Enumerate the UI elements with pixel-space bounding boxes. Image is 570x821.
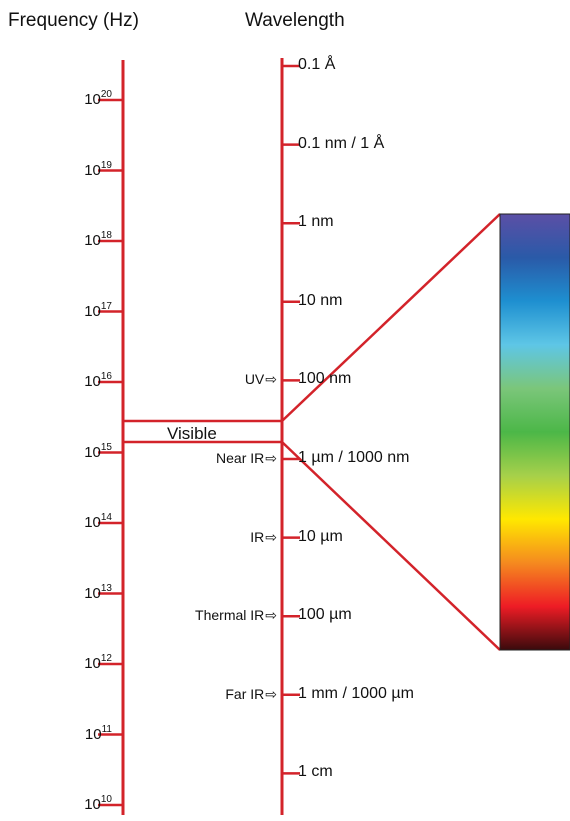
- frequency-axis-title: Frequency (Hz): [8, 10, 139, 31]
- wavelength-tick-label: 0.1 nm / 1 Å: [298, 134, 385, 152]
- frequency-tick-label: 1015: [84, 441, 112, 461]
- right-arrow-icon: ⇨: [265, 371, 277, 388]
- wavelength-tick-label: 1 nm: [298, 213, 334, 231]
- wavelength-tick-label: 1 cm: [298, 763, 333, 781]
- band-label-thermal-ir: Thermal IR⇨: [195, 607, 277, 624]
- right-arrow-icon: ⇨: [265, 450, 277, 466]
- band-label-far-ir: Far IR⇨: [225, 685, 277, 702]
- spectrum-projection-top: [281, 213, 501, 422]
- wavelength-tick-label: 10 µm: [298, 527, 343, 545]
- right-arrow-icon: ⇨: [265, 685, 277, 702]
- frequency-tick-label: 1014: [84, 512, 112, 531]
- spectrum-projection-bottom: [281, 441, 501, 651]
- frequency-tick-label: 1019: [84, 159, 112, 179]
- wavelength-tick-label: 100 µm: [298, 606, 352, 624]
- frequency-tick-label: 1012: [84, 653, 112, 672]
- wavelength-tick-label: 1 mm / 1000 µm: [298, 684, 414, 702]
- frequency-tick-label: 1016: [84, 371, 112, 390]
- wavelength-tick-label: 10 nm: [298, 291, 343, 309]
- band-label-near-ir: Near IR⇨: [216, 450, 277, 466]
- wavelength-tick-label: 0.1 Å: [298, 56, 336, 73]
- frequency-tick-label: 1020: [84, 89, 112, 108]
- right-arrow-icon: ⇨: [265, 528, 277, 545]
- wavelength-axis-title: Wavelength: [245, 10, 345, 31]
- wavelength-tick-label: 100 nm: [298, 370, 352, 388]
- visible-spectrum-gradient: [499, 213, 570, 651]
- wavelength-tick-label: 1 µm / 1000 nm: [298, 449, 410, 466]
- frequency-tick-label: 1010: [84, 794, 112, 813]
- visible-band-label: Visible: [167, 424, 217, 443]
- frequency-tick-label: 1017: [84, 300, 112, 320]
- frequency-tick-label: 1013: [84, 582, 112, 602]
- frequency-tick-label: 1011: [84, 723, 112, 743]
- band-label-uv: UV⇨: [244, 371, 277, 388]
- frequency-tick-label: 1018: [84, 230, 112, 249]
- right-arrow-icon: ⇨: [265, 607, 277, 624]
- band-label-ir: IR⇨: [250, 528, 277, 545]
